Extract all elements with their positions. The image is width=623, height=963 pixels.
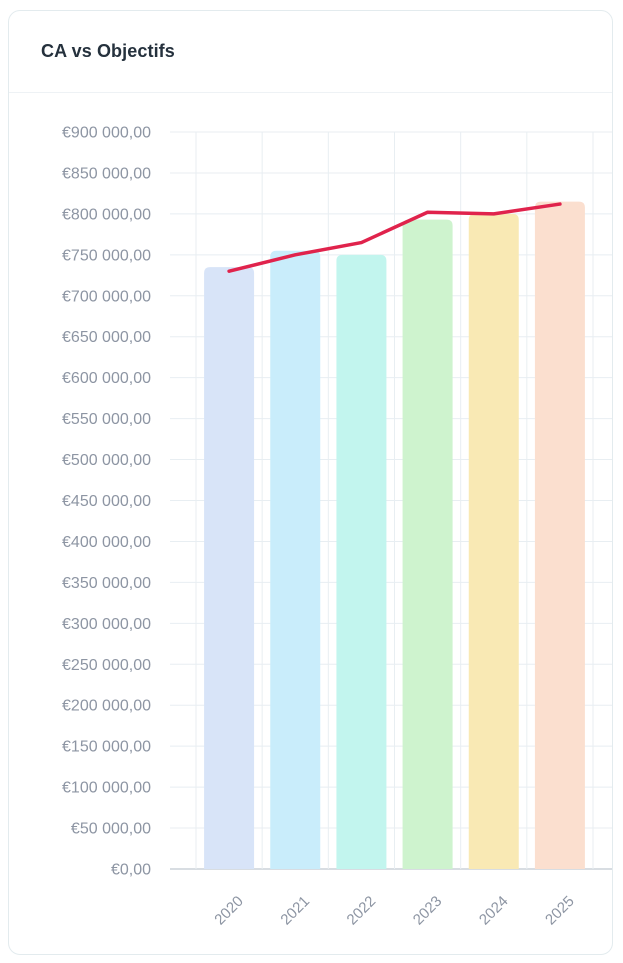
bar-2025[interactable] bbox=[534, 201, 585, 869]
y-axis-label: €200 000,00 bbox=[62, 698, 151, 715]
card-header: CA vs Objectifs bbox=[9, 11, 612, 93]
x-axis-label-2021: 2021 bbox=[277, 893, 313, 929]
chart-title: CA vs Objectifs bbox=[41, 41, 175, 61]
y-axis-label: €100 000,00 bbox=[62, 780, 151, 797]
y-axis-label: €450 000,00 bbox=[62, 493, 151, 510]
y-axis-label: €350 000,00 bbox=[62, 575, 151, 592]
y-axis-label: €500 000,00 bbox=[62, 452, 151, 469]
y-axis-label: €900 000,00 bbox=[62, 125, 151, 142]
y-axis-label: €50 000,00 bbox=[71, 821, 151, 838]
x-axis-label-2025: 2025 bbox=[542, 893, 578, 929]
y-axis-label: €700 000,00 bbox=[62, 288, 151, 305]
y-axis-label: €750 000,00 bbox=[62, 247, 151, 264]
objectifs-line bbox=[227, 202, 562, 273]
bar-2023[interactable] bbox=[402, 219, 453, 870]
bar-2021[interactable] bbox=[270, 250, 321, 869]
x-axis-label-2022: 2022 bbox=[344, 893, 380, 929]
bar-2020[interactable] bbox=[204, 267, 255, 869]
x-axis-label-2024: 2024 bbox=[476, 893, 512, 929]
y-axis-label: €300 000,00 bbox=[62, 616, 151, 633]
bar-2024[interactable] bbox=[468, 213, 519, 869]
y-axis-label: €250 000,00 bbox=[62, 657, 151, 674]
y-axis-label: €600 000,00 bbox=[62, 370, 151, 387]
y-axis-label: €550 000,00 bbox=[62, 411, 151, 428]
y-axis-label: €400 000,00 bbox=[62, 534, 151, 551]
y-axis-label: €0,00 bbox=[111, 862, 151, 879]
bar-2022[interactable] bbox=[336, 254, 387, 870]
y-axis-label: €800 000,00 bbox=[62, 206, 151, 223]
x-axis-label-2020: 2020 bbox=[211, 893, 247, 929]
y-axis-label: €850 000,00 bbox=[62, 165, 151, 182]
y-axis-label: €650 000,00 bbox=[62, 329, 151, 346]
x-axis-label-2023: 2023 bbox=[410, 893, 446, 929]
y-axis-label: €150 000,00 bbox=[62, 739, 151, 756]
